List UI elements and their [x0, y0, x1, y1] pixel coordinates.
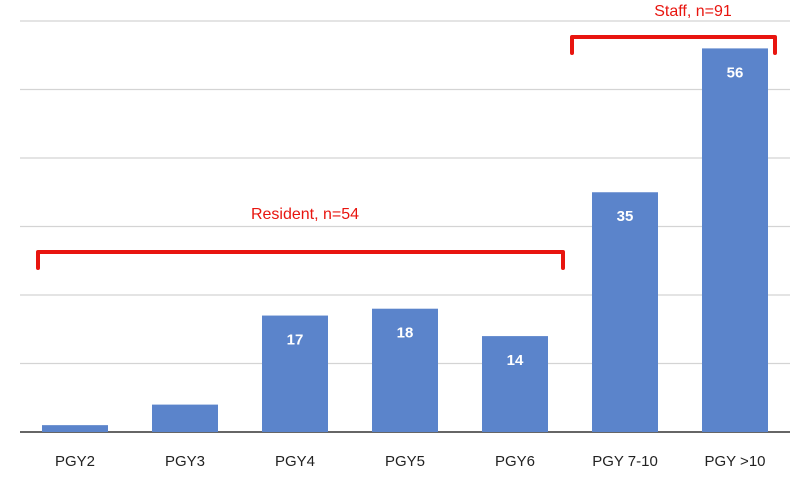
value-label: 56 [727, 64, 744, 81]
annotation: Resident, n=54 [251, 206, 359, 223]
x-tick-label: PGY >10 [704, 453, 765, 470]
value-label: 1 [71, 411, 79, 428]
annotation: Staff, n=91 [654, 3, 732, 20]
value-label: 18 [397, 325, 414, 342]
bar [42, 425, 108, 432]
value-label: 17 [287, 332, 304, 349]
x-tick-label: PGY2 [55, 453, 95, 470]
value-label: 35 [617, 208, 634, 225]
bracket [36, 250, 565, 270]
bar [372, 308, 438, 432]
bar [702, 48, 768, 433]
x-tick-label: PGY4 [275, 453, 315, 470]
x-tick-label: PGY 7-10 [592, 453, 658, 470]
bar [592, 192, 658, 432]
x-tick-label: PGY5 [385, 453, 425, 470]
value-label: 14 [507, 352, 524, 369]
x-tick-label: PGY3 [165, 453, 205, 470]
bracket [570, 35, 777, 55]
x-tick-label: PGY6 [495, 453, 535, 470]
bar [262, 315, 328, 432]
bar [482, 336, 548, 432]
value-label: 4 [181, 391, 190, 408]
bar [152, 404, 218, 432]
